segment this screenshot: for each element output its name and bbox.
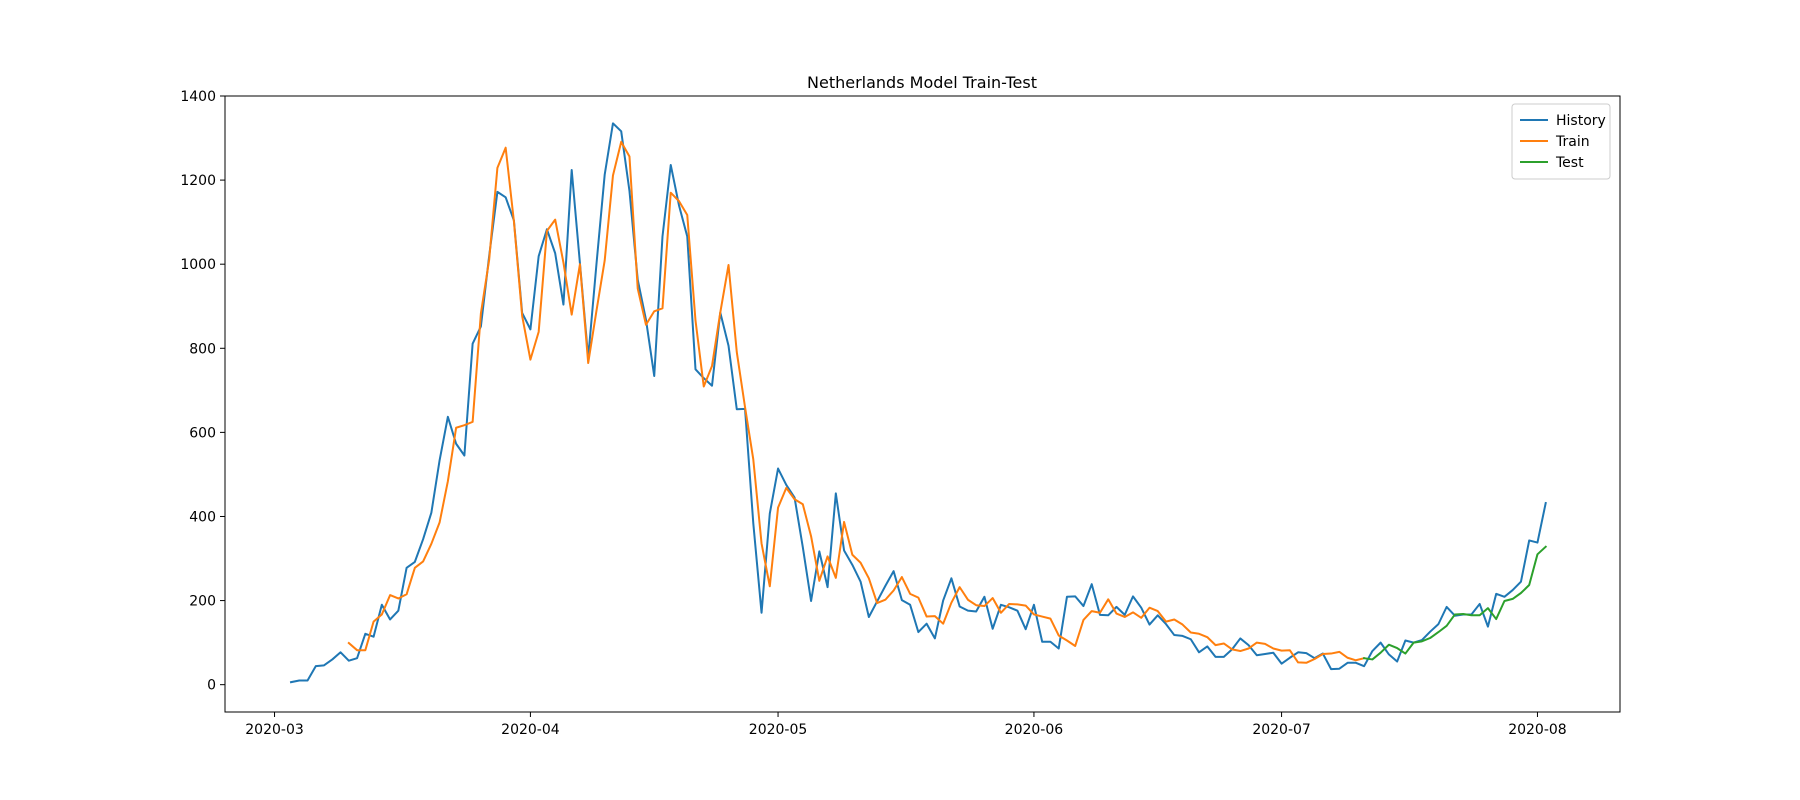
y-tick-label: 200 <box>189 594 216 610</box>
series-layer <box>289 122 1548 684</box>
plot-frame <box>224 95 1621 713</box>
legend-label-history: History <box>1556 113 1606 129</box>
legend-box <box>1511 103 1611 180</box>
series-line-history <box>289 122 1547 684</box>
x-tick-label: 2020-07 <box>1252 722 1311 738</box>
y-tick-label: 1400 <box>180 89 216 105</box>
y-tick-label: 0 <box>207 678 216 694</box>
x-axis: 2020-03 2020-04 2020-05 2020-06 2020-07 2020-… <box>245 712 1567 738</box>
x-tick-label: 2020-08 <box>1508 722 1567 738</box>
series-line-train <box>347 140 1366 664</box>
y-tick-label: 600 <box>189 425 216 441</box>
x-tick-label: 2020-03 <box>245 722 304 738</box>
y-tick-label: 800 <box>189 341 216 357</box>
y-tick-label: 400 <box>189 509 216 525</box>
legend-label-test: Test <box>1555 155 1584 171</box>
x-tick-label: 2020-04 <box>501 722 560 738</box>
legend: History Train Test <box>1511 103 1611 180</box>
series-line-test <box>1362 545 1548 661</box>
x-tick-label: 2020-06 <box>1005 722 1064 738</box>
y-axis: 0 200 400 600 800 1000 1200 1400 <box>180 89 225 694</box>
x-tick-label: 2020-05 <box>749 722 808 738</box>
y-tick-label: 1200 <box>180 173 216 189</box>
y-tick-label: 1000 <box>180 257 216 273</box>
plot-area <box>225 96 1620 712</box>
chart-title: Netherlands Model Train-Test <box>807 73 1037 92</box>
legend-label-train: Train <box>1555 134 1590 150</box>
